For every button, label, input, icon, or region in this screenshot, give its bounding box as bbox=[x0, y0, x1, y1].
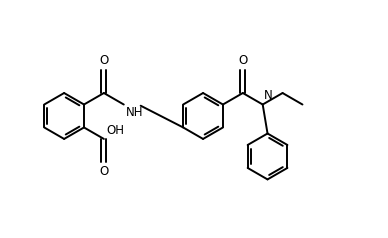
Text: N: N bbox=[264, 89, 273, 102]
Text: O: O bbox=[238, 54, 248, 67]
Text: O: O bbox=[99, 165, 109, 178]
Text: OH: OH bbox=[106, 124, 124, 137]
Text: O: O bbox=[99, 54, 109, 67]
Text: NH: NH bbox=[126, 106, 143, 119]
